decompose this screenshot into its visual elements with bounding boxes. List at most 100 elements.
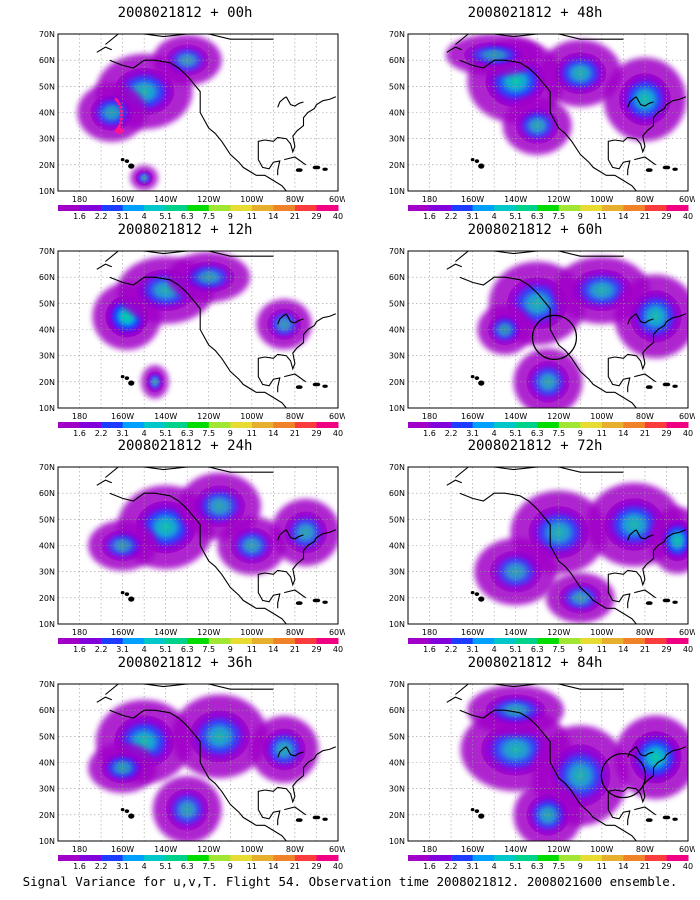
lon-tick-label: 120W [547, 412, 570, 421]
map-panel: 2008021812 + 60h 70N 60N 50N 40N 30N 20N 10N 180… [375, 222, 695, 438]
colorbar-swatch [316, 205, 339, 211]
colorbar-swatch [79, 855, 102, 861]
colorbar-label: 29 [311, 645, 321, 654]
lon-tick-label: 80W [636, 845, 654, 854]
colorbar-label: 40 [683, 212, 693, 221]
colorbar-label: 29 [661, 212, 671, 221]
lon-tick-label: 100W [590, 195, 613, 204]
variance-map: 70N 60N 50N 40N 30N 20N 10N 180 160W 140W 120W 100W… [39, 463, 345, 654]
colorbar-label: 3.1 [466, 862, 479, 871]
lat-tick-label: 60N [39, 706, 55, 715]
lat-tick-label: 60N [389, 56, 405, 65]
lat-tick-label: 50N [389, 299, 405, 308]
variance-field [92, 252, 312, 399]
colorbar-swatch [429, 855, 452, 861]
lon-tick-label: 80W [636, 195, 654, 204]
panel-title: 2008021812 + 12h [117, 222, 253, 238]
colorbar-label: 40 [683, 862, 693, 871]
lon-tick-label: 140W [504, 628, 527, 637]
colorbar-label: 21 [640, 212, 650, 221]
colorbar-label: 21 [640, 645, 650, 654]
colorbar-label: 40 [333, 862, 343, 871]
variance-blob-core [262, 728, 306, 771]
colorbar-label: 2.2 [95, 645, 108, 654]
colorbar-swatch [58, 422, 81, 428]
colorbar-swatch [644, 422, 667, 428]
colorbar-swatch [251, 638, 274, 644]
colorbar-swatch [601, 855, 624, 861]
colorbar-label: 2.2 [445, 429, 458, 438]
colorbar-swatch [644, 638, 667, 644]
lat-tick-label: 40N [389, 326, 405, 335]
colorbar-swatch [408, 205, 431, 211]
lon-tick-label: 120W [547, 195, 570, 204]
lat-tick-label: 10N [389, 187, 405, 196]
colorbar-label: 3.1 [116, 862, 129, 871]
lon-tick-label: 180 [422, 845, 437, 854]
colorbar-swatch [494, 422, 517, 428]
lon-tick-label: 160W [111, 195, 134, 204]
lat-tick-label: 50N [389, 732, 405, 741]
lon-tick-label: 60W [679, 412, 695, 421]
colorbar-swatch [623, 855, 646, 861]
lon-tick-label: 100W [590, 845, 613, 854]
lat-tick-label: 30N [39, 352, 55, 361]
colorbar-label: 5.1 [509, 645, 522, 654]
colorbar-label: 7.5 [552, 862, 565, 871]
colorbar-label: 21 [290, 212, 300, 221]
lat-tick-label: 50N [39, 82, 55, 91]
colorbar-swatch [144, 855, 167, 861]
lon-tick-label: 180 [422, 628, 437, 637]
lat-tick-label: 30N [389, 785, 405, 794]
lon-tick-label: 60W [329, 845, 345, 854]
colorbar-label: 14 [268, 212, 278, 221]
variance-map: 70N 60N 50N 40N 30N 20N 10N 180 160W 140W 120W 100W… [389, 463, 695, 654]
colorbar-label: 11 [597, 862, 607, 871]
colorbar-label: 7.5 [202, 862, 215, 871]
colorbar-label: 6.3 [181, 212, 194, 221]
lat-tick-label: 20N [389, 594, 405, 603]
colorbar-label: 11 [597, 645, 607, 654]
colorbar-swatch [144, 638, 167, 644]
lat-tick-label: 50N [389, 82, 405, 91]
colorbar-label: 3.1 [466, 645, 479, 654]
colorbar-label: 9 [228, 429, 233, 438]
colorbar-label: 4 [492, 212, 497, 221]
lat-tick-label: 40N [389, 542, 405, 551]
lon-tick-label: 140W [504, 195, 527, 204]
panel-title: 2008021812 + 72h [467, 438, 603, 454]
colorbar-label: 9 [578, 862, 583, 871]
lon-tick-label: 80W [636, 412, 654, 421]
map-panel: 2008021812 + 36h 70N 60N 50N 40N 30N 20N 10N 180… [25, 655, 345, 871]
colorbar-swatch [451, 422, 474, 428]
colorbar-label: 29 [661, 862, 671, 871]
colorbar-swatch [601, 422, 624, 428]
variance-blob-core [485, 694, 546, 726]
colorbar-swatch [273, 855, 296, 861]
coastline [446, 467, 687, 624]
colorbar-swatch [101, 855, 124, 861]
colorbar-swatch [79, 638, 102, 644]
colorbar-swatch [580, 638, 603, 644]
colorbar-swatch [429, 638, 452, 644]
colorbar-swatch [472, 855, 495, 861]
lat-tick-label: 50N [389, 515, 405, 524]
lon-tick-label: 180 [72, 845, 87, 854]
colorbar-label: 7.5 [552, 645, 565, 654]
colorbar-label: 14 [618, 862, 628, 871]
colorbar-swatch [101, 205, 124, 211]
colorbar-swatch [230, 422, 253, 428]
variance-blob-core [660, 519, 688, 562]
lon-tick-label: 180 [72, 412, 87, 421]
lon-tick-label: 140W [154, 412, 177, 421]
coastline [96, 251, 337, 408]
lat-tick-label: 10N [39, 837, 55, 846]
lat-tick-label: 70N [389, 463, 405, 472]
colorbar-swatch [451, 205, 474, 211]
coastline [96, 684, 337, 841]
lat-tick-label: 50N [39, 299, 55, 308]
lat-tick-label: 50N [39, 515, 55, 524]
colorbar-label: 7.5 [202, 429, 215, 438]
colorbar-swatch [537, 422, 560, 428]
colorbar-swatch [79, 422, 102, 428]
